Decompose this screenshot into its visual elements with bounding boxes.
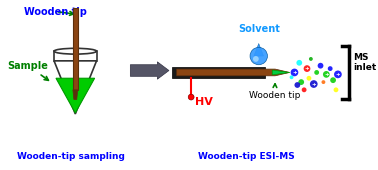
Circle shape [309, 57, 313, 61]
Polygon shape [254, 44, 263, 56]
Circle shape [291, 69, 298, 76]
Circle shape [304, 65, 310, 72]
Text: +: + [305, 66, 309, 71]
Text: Wooden-tip ESI-MS: Wooden-tip ESI-MS [198, 152, 294, 161]
Circle shape [323, 71, 330, 78]
Polygon shape [177, 69, 290, 76]
Circle shape [302, 87, 307, 92]
Circle shape [296, 60, 302, 66]
Circle shape [307, 76, 311, 81]
Bar [73, 8, 78, 90]
Text: Sample: Sample [8, 61, 49, 80]
Circle shape [310, 80, 318, 88]
Text: Wooden tip: Wooden tip [24, 6, 87, 16]
Text: +: + [311, 82, 316, 87]
Text: MS
inlet: MS inlet [353, 53, 376, 72]
Circle shape [318, 63, 324, 69]
Bar [172, 67, 265, 78]
Text: Solvent: Solvent [238, 24, 280, 34]
Circle shape [314, 70, 319, 75]
Circle shape [328, 66, 333, 71]
Text: +: + [336, 72, 340, 77]
Circle shape [322, 80, 325, 84]
Text: +: + [324, 72, 328, 77]
Circle shape [334, 71, 342, 78]
Polygon shape [54, 51, 96, 61]
Text: +: + [292, 70, 297, 75]
Circle shape [330, 77, 336, 83]
Circle shape [250, 47, 267, 65]
Circle shape [188, 94, 194, 100]
Circle shape [290, 75, 293, 79]
Polygon shape [73, 90, 78, 99]
Text: Wooden-tip sampling: Wooden-tip sampling [17, 152, 124, 161]
Text: Wooden tip: Wooden tip [249, 84, 301, 100]
Polygon shape [272, 70, 290, 75]
Circle shape [298, 79, 304, 85]
Circle shape [333, 87, 338, 92]
Polygon shape [54, 61, 96, 114]
Text: HV: HV [195, 97, 213, 107]
Polygon shape [56, 78, 94, 113]
Circle shape [294, 82, 300, 88]
Circle shape [253, 56, 259, 62]
FancyArrow shape [130, 62, 169, 79]
Ellipse shape [54, 48, 96, 54]
